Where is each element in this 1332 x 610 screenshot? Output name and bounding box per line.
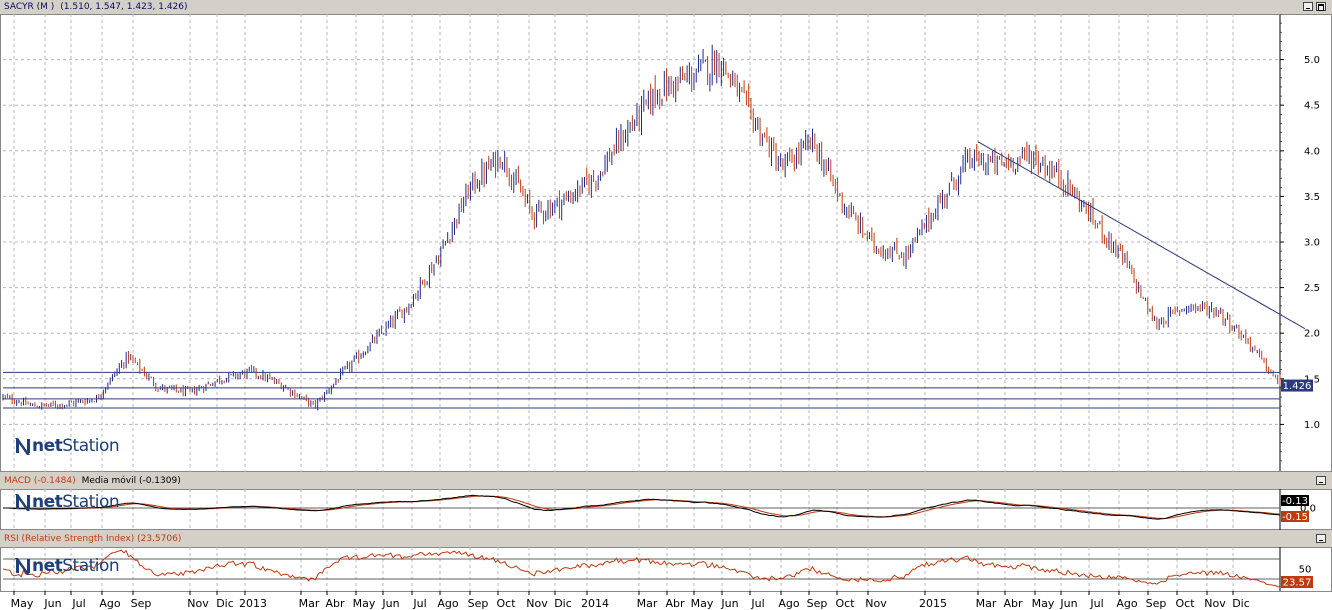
date-axis-label: May	[11, 597, 34, 610]
date-axis-label: Jul	[750, 597, 764, 610]
rsi-series	[2, 549, 1281, 588]
price-y-tick-label: 3.0	[1304, 238, 1320, 249]
price-y-tick-label: 2.5	[1304, 283, 1320, 294]
date-axis-label: Jun	[381, 597, 399, 610]
date-axis-label: Sep	[131, 597, 152, 610]
date-axis-label: Jun	[43, 597, 61, 610]
price-y-tick-label: 5.0	[1304, 55, 1320, 66]
macd-signal-series	[3, 495, 1281, 520]
macd-signal-label: Media móvil (-0.1309)	[81, 476, 181, 486]
date-axis-label: Sep	[1146, 597, 1167, 610]
date-axis-label: Jul	[71, 597, 85, 610]
date-axis-label: Ago	[1116, 597, 1138, 610]
date-axis-label: Sep	[807, 597, 828, 610]
price-y-tick-label: 4.5	[1304, 101, 1320, 112]
rsi-label: RSI (Relative Strength Index) (23.5706)	[4, 534, 182, 544]
macd-value-label: -0.13	[1282, 496, 1308, 507]
macd-signal-value-label: -0.15	[1282, 512, 1308, 523]
date-axis-label: Nov	[865, 597, 887, 610]
rsi-y-tick-label: 50	[1299, 565, 1312, 576]
price-panel-title: SACYR (M ) (1.510, 1.547, 1.423, 1.426)	[4, 1, 194, 13]
macd-panel-title: MACD (-0.1484) Media móvil (-0.1309)	[4, 475, 187, 487]
netstation-watermark: netStation	[16, 436, 120, 456]
date-axis-label: Oct	[1175, 597, 1195, 610]
netstation-logo-icon	[16, 559, 30, 573]
price-plot-background	[0, 14, 1332, 472]
date-axis-label: 2015	[919, 597, 947, 610]
price-last-value-label: 1.426	[1283, 381, 1312, 392]
rsi-value-box	[1281, 576, 1313, 588]
date-axis-label: May	[353, 597, 376, 610]
date-axis-label: Oct	[835, 597, 855, 610]
date-axis-label: May	[691, 597, 714, 610]
macd-panel-header: MACD (-0.1484) Media móvil (-0.1309)	[0, 474, 1332, 488]
rsi-minimize-button[interactable]	[1316, 534, 1326, 543]
price-panel-header: SACYR (M ) (1.510, 1.547, 1.423, 1.426)	[0, 0, 1332, 14]
macd-chart[interactable]: 0.0-0.13 -0.15	[0, 489, 1332, 530]
date-axis-label: Dic	[554, 597, 572, 610]
date-axis-label: Sep	[468, 597, 489, 610]
netstation-logo-icon	[16, 495, 30, 509]
date-axis-label: Nov	[187, 597, 209, 610]
date-axis-label: Ago	[437, 597, 459, 610]
date-axis-label: Ago	[778, 597, 800, 610]
price-symbol: SACYR (M )	[4, 2, 55, 12]
price-ohlc: (1.510, 1.547, 1.423, 1.426)	[60, 2, 188, 12]
price-y-tick-label: 2.0	[1304, 329, 1320, 340]
price-trendline	[977, 141, 1306, 330]
date-axis-label: Mar	[976, 597, 997, 610]
date-axis-label: May	[1032, 597, 1055, 610]
date-axis-label: Abr	[325, 597, 345, 610]
macd-series	[3, 494, 1281, 520]
rsi-chart[interactable]: 50 23.57 May Jun Jul Ago Sep Nov Dic 2013 Mar Abr Ma…	[0, 547, 1332, 610]
date-axis-label: Mar	[299, 597, 320, 610]
date-axis-label: Dic	[1232, 597, 1250, 610]
date-axis-label: 2013	[239, 597, 267, 610]
maximize-button[interactable]	[1316, 2, 1326, 11]
date-axis-label: Oct	[496, 597, 516, 610]
price-y-tick-label: 3.5	[1304, 192, 1320, 203]
rsi-panel-title: RSI (Relative Strength Index) (23.5706)	[4, 533, 187, 545]
date-axis-label: Nov	[526, 597, 548, 610]
macd-signal-value-box	[1281, 511, 1309, 522]
date-axis-label: Abr	[665, 597, 685, 610]
minimize-button[interactable]	[1303, 2, 1313, 11]
date-axis-label: Ago	[99, 597, 121, 610]
macd-minimize-button[interactable]	[1316, 476, 1326, 485]
netstation-watermark-rsi: netStation	[16, 556, 120, 576]
date-axis-label: Nov	[1204, 597, 1226, 610]
date-axis-label: Jun	[720, 597, 738, 610]
netstation-watermark-macd: netStation	[16, 492, 120, 512]
date-axis-label: Mar	[637, 597, 658, 610]
price-candles	[2, 44, 1281, 411]
date-axis-label: Abr	[1003, 597, 1023, 610]
price-last-value-box	[1281, 379, 1313, 392]
macd-y-tick-label: 0.0	[1300, 504, 1316, 515]
date-axis-label: Dic	[216, 597, 234, 610]
price-chart[interactable]: 1.01.52.02.53.03.54.04.55.01.426	[0, 14, 1332, 472]
date-axis-label: Jul	[412, 597, 426, 610]
date-axis-label: Jun	[1059, 597, 1077, 610]
date-axis-label: 2014	[581, 597, 609, 610]
rsi-panel-header: RSI (Relative Strength Index) (23.5706)	[0, 532, 1332, 546]
price-y-tick-label: 4.0	[1304, 146, 1320, 157]
macd-value-box	[1281, 495, 1309, 506]
rsi-value-label: 23.57	[1283, 578, 1312, 589]
macd-label: MACD (-0.1484)	[4, 476, 76, 486]
macd-plot-background	[0, 489, 1332, 530]
netstation-logo-icon	[16, 439, 30, 453]
date-axis-background	[0, 592, 1332, 610]
date-axis-label: Jul	[1089, 597, 1103, 610]
price-y-tick-label: 1.0	[1304, 420, 1320, 431]
